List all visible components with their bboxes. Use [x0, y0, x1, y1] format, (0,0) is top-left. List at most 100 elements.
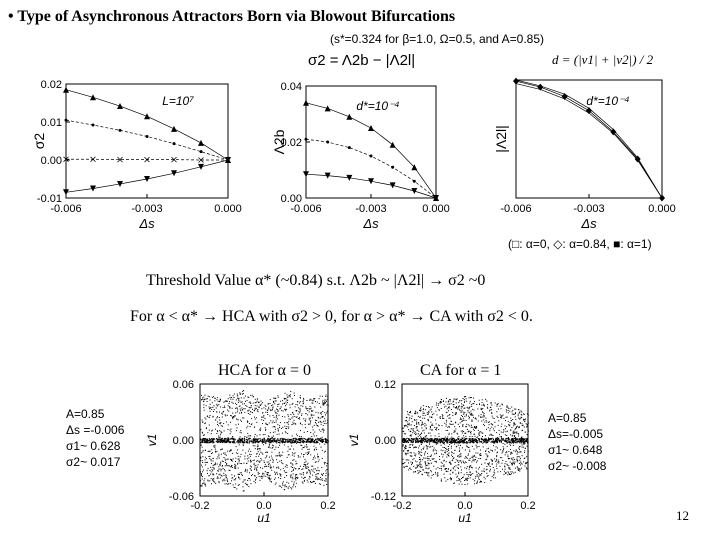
scatter-point: [242, 481, 244, 483]
scatter-point: [232, 437, 234, 439]
scatter-point: [413, 431, 415, 433]
scatter-point: [240, 438, 242, 440]
scatter-point: [220, 423, 222, 425]
scatter-point: [259, 430, 261, 432]
scatter-point: [425, 445, 427, 447]
scatter-point: [258, 453, 260, 455]
scatter-point: [427, 459, 429, 461]
scatter-point: [313, 440, 316, 442]
scatter-point: [284, 408, 286, 410]
scatter-point: [292, 438, 294, 440]
scatter-point: [280, 454, 282, 456]
scatter-point: [507, 457, 509, 459]
scatter-point: [209, 441, 211, 443]
scatter-point: [267, 446, 269, 448]
scatter-point: [457, 441, 459, 443]
scatter-point: [304, 464, 306, 466]
scatter-point: [288, 454, 290, 456]
scatter-point: [310, 407, 312, 409]
scatter-point: [517, 469, 519, 471]
scatter-point: [303, 477, 305, 479]
scatter-point: [316, 440, 318, 442]
scatter-point: [306, 472, 308, 474]
scatter-point: [456, 399, 458, 401]
scatter-point: [291, 470, 293, 472]
scatter-point: [479, 481, 481, 483]
scatter-point: [209, 403, 211, 405]
scatter-point: [407, 423, 409, 425]
scatter-point: [505, 420, 507, 422]
scatter-point: [280, 460, 282, 462]
scatter-point: [200, 438, 202, 440]
scatter-point: [475, 418, 477, 420]
scatter-point: [302, 474, 304, 476]
scatter-point: [245, 468, 247, 470]
scatter-point: [458, 473, 460, 475]
scatter-point: [449, 423, 451, 425]
scatter-point: [434, 438, 436, 440]
scatter-point: [524, 450, 526, 452]
scatter-point: [224, 439, 226, 441]
scatter-point: [220, 449, 222, 451]
scatter-point: [212, 415, 214, 417]
scatter-point: [449, 399, 451, 401]
scatter-point: [478, 432, 480, 434]
scatter-point: [205, 398, 207, 400]
scatter-point: [274, 426, 276, 428]
scatter-point: [314, 441, 316, 443]
scatter-point: [324, 462, 326, 464]
scatter-point: [207, 480, 209, 482]
scatter-point: [228, 465, 230, 467]
scatter-point: [227, 439, 230, 441]
scatter-point: [527, 430, 529, 432]
scatter-point: [441, 437, 443, 439]
scatter-point: [441, 453, 443, 455]
scatter-point: [212, 452, 214, 454]
scatter-point: [420, 433, 422, 435]
scatter-point: [314, 406, 316, 408]
scatter-point: [226, 458, 228, 460]
scatter-point: [261, 408, 263, 410]
scatter-point: [403, 462, 405, 464]
scatter-point: [416, 461, 418, 463]
scatter-point: [267, 472, 269, 474]
scatter-point: [489, 430, 491, 432]
scatter-point: [523, 461, 525, 463]
scatter-point: [480, 408, 482, 410]
scatter-point: [515, 412, 517, 414]
scatter-point: [453, 457, 455, 459]
scatter-point: [405, 465, 407, 467]
scatter-point: [242, 486, 244, 488]
scatter-point: [274, 483, 276, 485]
scatter-point: [506, 440, 508, 443]
scatter-point: [218, 441, 221, 443]
scatter-point: [303, 441, 306, 443]
scatter-point: [522, 424, 524, 426]
scatter-point: [302, 482, 304, 484]
scatter-point: [301, 413, 303, 415]
scatter-point: [509, 449, 511, 451]
scatter-point: [525, 463, 527, 465]
scatter-point: [428, 413, 430, 415]
scatter-point: [469, 440, 471, 442]
scatter-point: [249, 435, 251, 437]
scatter-point: [515, 427, 517, 429]
scatter-point: [292, 423, 294, 425]
scatter-point: [225, 476, 227, 478]
scatter-point: [236, 488, 238, 490]
scatter-point: [472, 416, 474, 418]
scatter-point: [254, 442, 256, 444]
data-point: [389, 182, 396, 189]
scatter-point: [212, 429, 214, 431]
scatter-point: [515, 449, 517, 451]
scatter-point: [427, 439, 429, 442]
scatter-point: [513, 450, 515, 452]
scatter-point: [462, 398, 464, 400]
scatter-point: [457, 407, 459, 409]
scatter-point: [416, 412, 418, 414]
scatter-point: [208, 475, 210, 477]
scatter-point: [292, 473, 294, 475]
scatter-point: [495, 458, 497, 460]
scatter-point: [230, 466, 232, 468]
scatter-point: [310, 441, 312, 444]
